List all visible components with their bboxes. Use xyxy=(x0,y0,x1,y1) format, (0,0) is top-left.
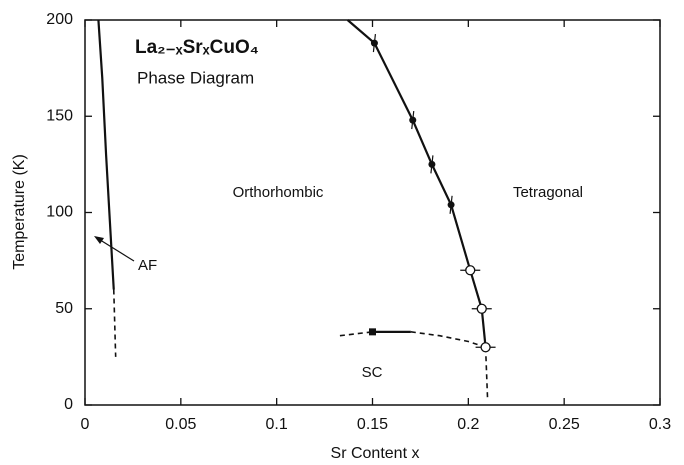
annotation-arrow xyxy=(96,237,135,262)
x-tick-label: 0.15 xyxy=(357,416,388,433)
y-tick-label: 100 xyxy=(46,204,73,221)
data-point xyxy=(369,328,376,336)
x-tick-label: 0.1 xyxy=(266,416,288,433)
chart-title: La₂₋ₓSrₓCuO₄ xyxy=(135,37,259,58)
y-tick-label: 150 xyxy=(46,107,73,124)
x-tick-label: 0.3 xyxy=(649,416,671,433)
phase-boundary xyxy=(484,347,489,398)
x-tick-label: 0.05 xyxy=(165,416,196,433)
data-point xyxy=(447,201,455,209)
annotation: AF xyxy=(138,257,157,274)
phase-boundary xyxy=(346,19,487,348)
data-point xyxy=(480,342,491,353)
data-point xyxy=(370,39,378,47)
y-axis-label: Temperature (K) xyxy=(11,154,28,270)
data-point xyxy=(409,116,417,124)
data-point xyxy=(476,303,487,314)
phase-boundary xyxy=(112,289,117,357)
x-tick-label: 0.2 xyxy=(457,416,479,433)
phase-boundary xyxy=(339,331,373,337)
x-tick-label: 0 xyxy=(81,416,90,433)
arrow-head xyxy=(94,236,104,244)
phase-boundary xyxy=(410,331,486,349)
chart-subtitle: Phase Diagram xyxy=(137,68,254,87)
data-point xyxy=(465,265,476,276)
x-axis-label: Sr Content x xyxy=(331,445,420,462)
x-tick-label: 0.25 xyxy=(549,416,580,433)
annotation: Tetragonal xyxy=(513,184,583,201)
data-point xyxy=(428,160,436,168)
annotation: Orthorhombic xyxy=(233,184,324,201)
y-tick-label: 200 xyxy=(46,11,73,28)
y-tick-label: 50 xyxy=(55,300,73,317)
annotation: SC xyxy=(362,364,383,381)
y-tick-label: 0 xyxy=(64,396,73,413)
phase-boundary xyxy=(97,19,115,290)
